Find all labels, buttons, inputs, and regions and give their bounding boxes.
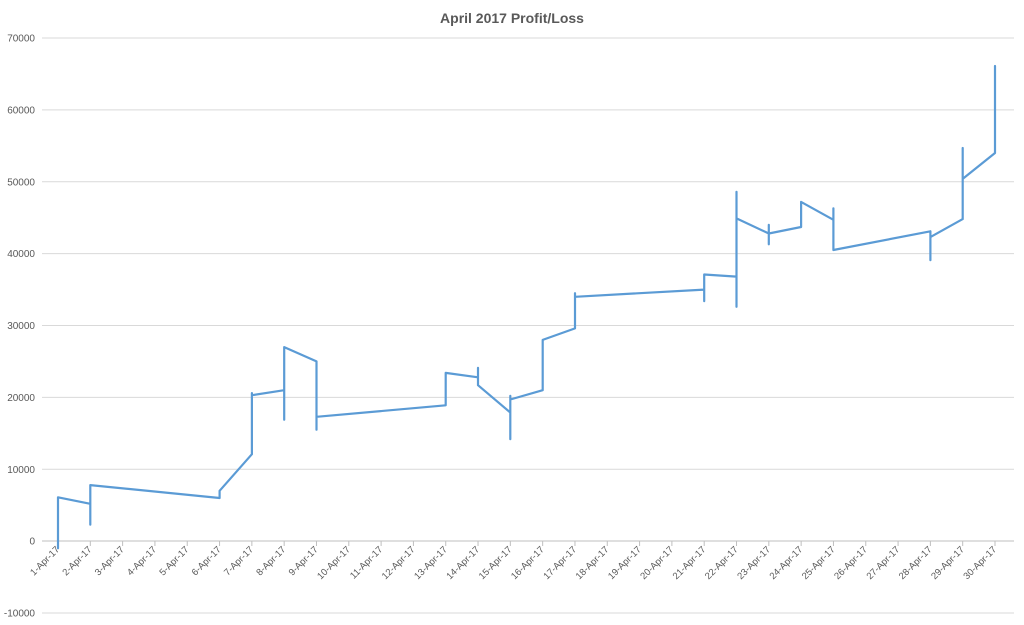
series-layer xyxy=(56,64,997,550)
y-tick-label: -10000 xyxy=(4,609,36,620)
y-tick-label: 40000 xyxy=(7,249,35,260)
y-tick-label: 10000 xyxy=(7,465,35,476)
y-tick-label: 0 xyxy=(29,537,35,548)
gridlines xyxy=(42,37,1014,614)
y-tick-label: 20000 xyxy=(7,393,35,404)
y-tick-label: 50000 xyxy=(7,177,35,188)
chart-title: April 2017 Profit/Loss xyxy=(440,10,584,26)
series-line-0 xyxy=(56,64,997,550)
y-tick-label: 60000 xyxy=(7,105,35,116)
y-axis: -10000 0 10000 20000 30000 40000 50000 60000 700… xyxy=(4,34,36,620)
y-tick-label: 30000 xyxy=(7,321,35,332)
y-tick-label: 70000 xyxy=(7,34,35,45)
